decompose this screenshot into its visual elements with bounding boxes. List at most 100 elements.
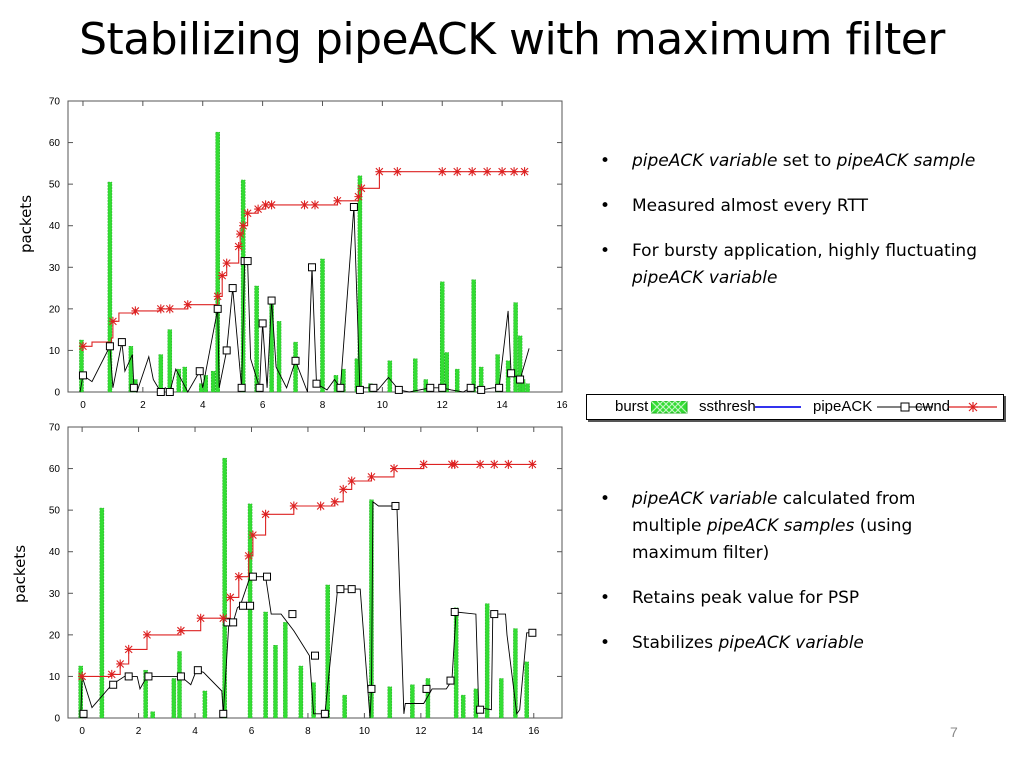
- bottom-cwnd-marker-1: [107, 669, 116, 679]
- bottom-burst-bar-12: [298, 665, 304, 719]
- bottom-pipeack-marker-19: [391, 501, 400, 510]
- top-burst-bar-9: [203, 375, 208, 393]
- bottom-pipeack-marker-1: [109, 680, 118, 689]
- bottom-cwnd-marker-11: [248, 530, 257, 540]
- bottom-burst-bar-6: [202, 690, 208, 719]
- top-ytick-label-3: 30: [49, 263, 61, 274]
- top-pipeack-marker-22: [369, 383, 378, 392]
- top-cwnd-marker-28: [510, 167, 519, 177]
- bottom-cwnd-marker-18: [367, 472, 376, 482]
- top-burst-bar-7: [182, 366, 188, 393]
- top-burst-bar-33: [513, 302, 518, 393]
- top-bullet-1: Measured almost every RTT: [600, 193, 1010, 220]
- top-bullet-2-part-0: For bursty application, highly fluctuati…: [632, 241, 977, 261]
- bottom-pipeack-marker-5: [193, 666, 202, 675]
- top-cwnd-marker-24: [453, 167, 462, 177]
- top-ytick-label-4: 40: [49, 221, 61, 232]
- bottom-pipeack-marker-13: [288, 610, 297, 619]
- top-pipeack-marker-13: [255, 383, 264, 392]
- top-cwnd-marker-10: [236, 229, 245, 239]
- top-cwnd-marker-11: [239, 221, 248, 231]
- bottom-cwnd-marker-2: [116, 659, 125, 669]
- bottom-xtick-label-7: 14: [472, 726, 484, 737]
- bottom-burst-bar-26: [524, 661, 529, 719]
- bottom-burst-bar-2: [143, 669, 148, 719]
- top-pipeack-marker-2: [117, 338, 126, 347]
- top-pipeack-marker-30: [516, 375, 525, 384]
- bottom-burst-bar-19: [425, 678, 431, 719]
- bottom-cwnd-marker-0: [78, 671, 87, 681]
- top-cwnd-marker-15: [267, 200, 276, 210]
- top-cwnd-marker-16: [300, 200, 309, 210]
- bottom-ytick-label-0: 0: [54, 714, 60, 725]
- bottom-cwnd-marker-13: [289, 501, 298, 511]
- bottom-xtick-label-3: 6: [249, 726, 255, 737]
- bottom-pipeack-marker-22: [450, 607, 459, 616]
- chart-legend: burst ssthresh pipeACK cwnd: [586, 394, 1004, 420]
- bottom-bullet-2-part-0: Stabilizes: [632, 633, 719, 653]
- bottom-burst-bar-18: [410, 684, 415, 719]
- top-pipeack-marker-24: [426, 383, 435, 392]
- bottom-burst-bar-13: [311, 682, 316, 719]
- bottom-pipeack-marker-11: [248, 572, 257, 581]
- bottom-cwnd-line: [80, 463, 533, 677]
- bottom-bullet-0-part-0: pipeACK variable: [632, 489, 778, 509]
- bottom-bullet-0-part-3: (using maximum filter): [632, 516, 913, 563]
- top-burst-bar-31: [495, 354, 500, 393]
- top-burst-bar-27: [444, 352, 449, 393]
- bottom-burst-bar-7: [222, 457, 227, 719]
- top-xtick-label-8: 16: [556, 400, 568, 411]
- top-pipeack-marker-28: [495, 383, 504, 392]
- bottom-xtick-label-4: 8: [305, 726, 311, 737]
- top-cwnd-marker-19: [354, 192, 363, 202]
- bottom-ytick-label-7: 70: [49, 423, 61, 434]
- top-pipeack-marker-8: [222, 346, 231, 355]
- bottom-cwnd-marker-6: [196, 613, 205, 623]
- top-cwnd-marker-14: [261, 200, 270, 210]
- top-bullet-2: For bursty application, highly fluctuati…: [600, 238, 1010, 292]
- bottom-xtick-label-1: 2: [136, 726, 142, 737]
- bottom-pipeack-marker-20: [422, 684, 431, 693]
- top-pipeack-marker-27: [477, 385, 486, 394]
- bottom-pipeack-marker-9: [239, 601, 248, 610]
- top-ytick-label-5: 50: [49, 180, 61, 191]
- legend-cwnd-label: cwnd: [915, 398, 951, 415]
- bottom-ytick-label-2: 20: [49, 630, 61, 641]
- bottom-pipeack-marker-6: [219, 709, 228, 718]
- bottom-burst-bar-14: [325, 584, 330, 719]
- top-burst-bar-15: [276, 321, 282, 393]
- bottom-pipeack-marker-0: [79, 709, 88, 718]
- top-xtick-label-4: 8: [320, 400, 326, 411]
- bottom-pipeack-marker-24: [490, 610, 499, 619]
- top-pipeack-marker-20: [349, 203, 358, 212]
- bottom-xtick-label-5: 10: [359, 726, 371, 737]
- bottom-ytick-label-4: 40: [49, 547, 61, 558]
- top-plot-frame: [67, 100, 563, 393]
- bottom-bullet-2: Stabilizes pipeACK variable: [600, 630, 930, 657]
- bottom-pipeack-line: [80, 500, 536, 719]
- bottom-cwnd-marker-10: [244, 551, 253, 561]
- top-pipeack-marker-1: [105, 342, 114, 351]
- top-burst-bar-1: [107, 181, 113, 393]
- bottom-burst-bar-4: [171, 678, 177, 719]
- top-pipeack-marker-25: [438, 383, 447, 392]
- top-ytick-label-0: 0: [54, 388, 60, 399]
- top-burst-bar-17: [320, 258, 325, 393]
- top-xtick-label-1: 2: [140, 400, 146, 411]
- top-ytick-label-7: 70: [49, 97, 61, 108]
- bottom-cwnd-marker-26: [528, 459, 537, 469]
- top-bullet-list: pipeACK variable set to pipeACK sample Me…: [600, 148, 1010, 310]
- top-pipeack-marker-7: [213, 304, 222, 313]
- bottom-pipeack-marker-10: [246, 601, 255, 610]
- bottom-burst-bar-25: [513, 628, 518, 719]
- bottom-ytick-label-1: 10: [49, 672, 61, 683]
- top-cwnd-marker-5: [183, 300, 192, 310]
- top-xtick-label-7: 14: [497, 400, 509, 411]
- top-burst-bar-0: [79, 339, 84, 393]
- bottom-pipeack-marker-14: [311, 651, 319, 660]
- bottom-ytick-label-3: 30: [49, 589, 61, 600]
- bottom-burst-bar-23: [484, 603, 490, 719]
- top-xtick-label-2: 4: [200, 400, 206, 411]
- bottom-pipeack-marker-15: [320, 709, 329, 718]
